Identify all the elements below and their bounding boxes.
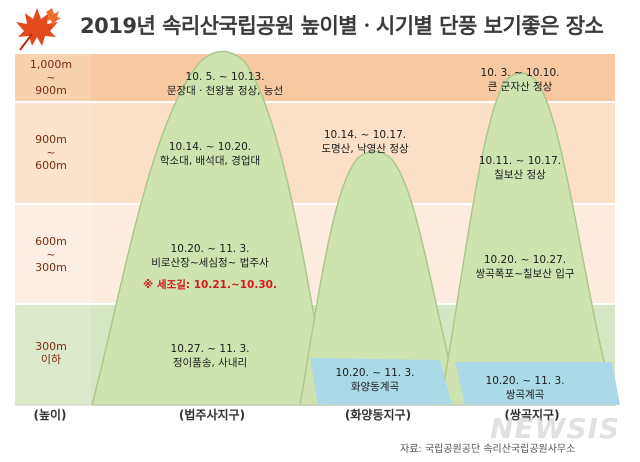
spot-date: 10.11. ~ 10.17. (478, 155, 562, 167)
band-label-bottom: 900m (35, 84, 67, 97)
hwayang-mountain (299, 150, 461, 406)
spot-place: 화양동계곡 (350, 381, 400, 393)
spot-place: 쌍곡폭포~칠보산 입구 (475, 268, 575, 280)
spot-date: 10.27. ~ 11. 3. (170, 343, 250, 355)
spot-date: 10.14. ~ 10.20. (168, 141, 252, 153)
spot-ssanggok-1: 10. 3. ~ 10.10. 큰 군자산 정상 (460, 66, 580, 94)
district-hwayang: (화양동지구) (344, 408, 412, 422)
sejo-trail-note: ※ 세조길: 10.21.~10.30. (143, 279, 277, 291)
spot-date: 10. 5. ~ 10.13. (185, 71, 265, 83)
spot-place: 쌍곡계곡 (505, 389, 545, 401)
spot-place: 정이품송, 사내리 (172, 357, 248, 369)
district-beopju: (법주사지구) (178, 408, 246, 422)
ssanggok-mountain (439, 72, 616, 406)
band-label-bottom: 이하 (40, 353, 62, 366)
spot-beopju-1: 10. 5. ~ 10.13. 문장대ㆍ천왕봉 정상, 능선 (120, 70, 330, 98)
spot-place: 큰 군자산 정상 (487, 81, 553, 93)
watermark-logo: NEWSIS (490, 412, 621, 445)
spot-date: 10.20. ~ 11. 3. (170, 243, 250, 255)
spot-place: 도명산, 낙영산 정상 (321, 143, 409, 155)
band-label-1: 1,000m ~ 900m (16, 58, 86, 97)
band-label-3: 600m ~ 300m (16, 235, 86, 274)
band-label-top: 600m (35, 235, 67, 248)
source-note: 자료: 국립공원공단 속리산국립공원사무소 (400, 444, 576, 455)
band-label-top: 300m (35, 340, 67, 353)
beopju-mountain (91, 50, 331, 406)
spot-date: 10. 3. ~ 10.10. (480, 67, 560, 79)
spot-date: 10.20. ~ 11. 3. (335, 367, 415, 379)
spot-ssanggok-4: 10.20. ~ 11. 3. 쌍곡계곡 (470, 374, 580, 402)
band-label-top: 900m (35, 133, 67, 146)
spot-ssanggok-2: 10.11. ~ 10.17. 칠보산 정상 (465, 154, 575, 182)
spot-ssanggok-3: 10.20. ~ 10.27. 쌍곡폭포~칠보산 입구 (455, 253, 595, 281)
spot-date: 10.20. ~ 10.27. (483, 254, 567, 266)
band-label-bottom: 600m (35, 159, 67, 172)
spot-place: 칠보산 정상 (494, 169, 546, 181)
spot-beopju-3: 10.20. ~ 11. 3. 비로산장~세심정~ 법주사 (115, 242, 305, 270)
band-label-mid: ~ (46, 71, 56, 84)
band-label-4: 300m 이하 (16, 340, 86, 366)
spot-hwayang-2: 10.20. ~ 11. 3. 화양동계곡 (320, 366, 430, 394)
spot-beopju-4: 10.27. ~ 11. 3. 정이품송, 사내리 (120, 342, 300, 370)
spot-hwayang-1: 10.14. ~ 10.17. 도명산, 낙영산 정상 (300, 128, 430, 156)
band-label-mid: ~ (46, 146, 56, 159)
spot-date: 10.20. ~ 11. 3. (485, 375, 565, 387)
page-title: 2019년 속리산국립공원 높이별ㆍ시기별 단풍 보기좋은 장소 (80, 14, 604, 38)
maple-leaf-icon (16, 8, 61, 51)
spot-date: 10.14. ~ 10.17. (323, 129, 407, 141)
band-label-2: 900m ~ 600m (16, 133, 86, 172)
district-ssanggok: (쌍곡지구) (504, 408, 560, 422)
spot-place: 비로산장~세심정~ 법주사 (151, 257, 269, 269)
spot-place: 문장대ㆍ천왕봉 정상, 능선 (166, 85, 284, 97)
spot-beopju-2: 10.14. ~ 10.20. 학소대, 배석대, 경업대 (120, 140, 300, 168)
band-label-top: 1,000m (29, 58, 73, 71)
spot-place: 학소대, 배석대, 경업대 (159, 155, 261, 167)
band-label-bottom: 300m (35, 261, 67, 274)
band-label-mid: ~ (46, 248, 56, 261)
height-axis-label: (높이) (33, 408, 67, 422)
